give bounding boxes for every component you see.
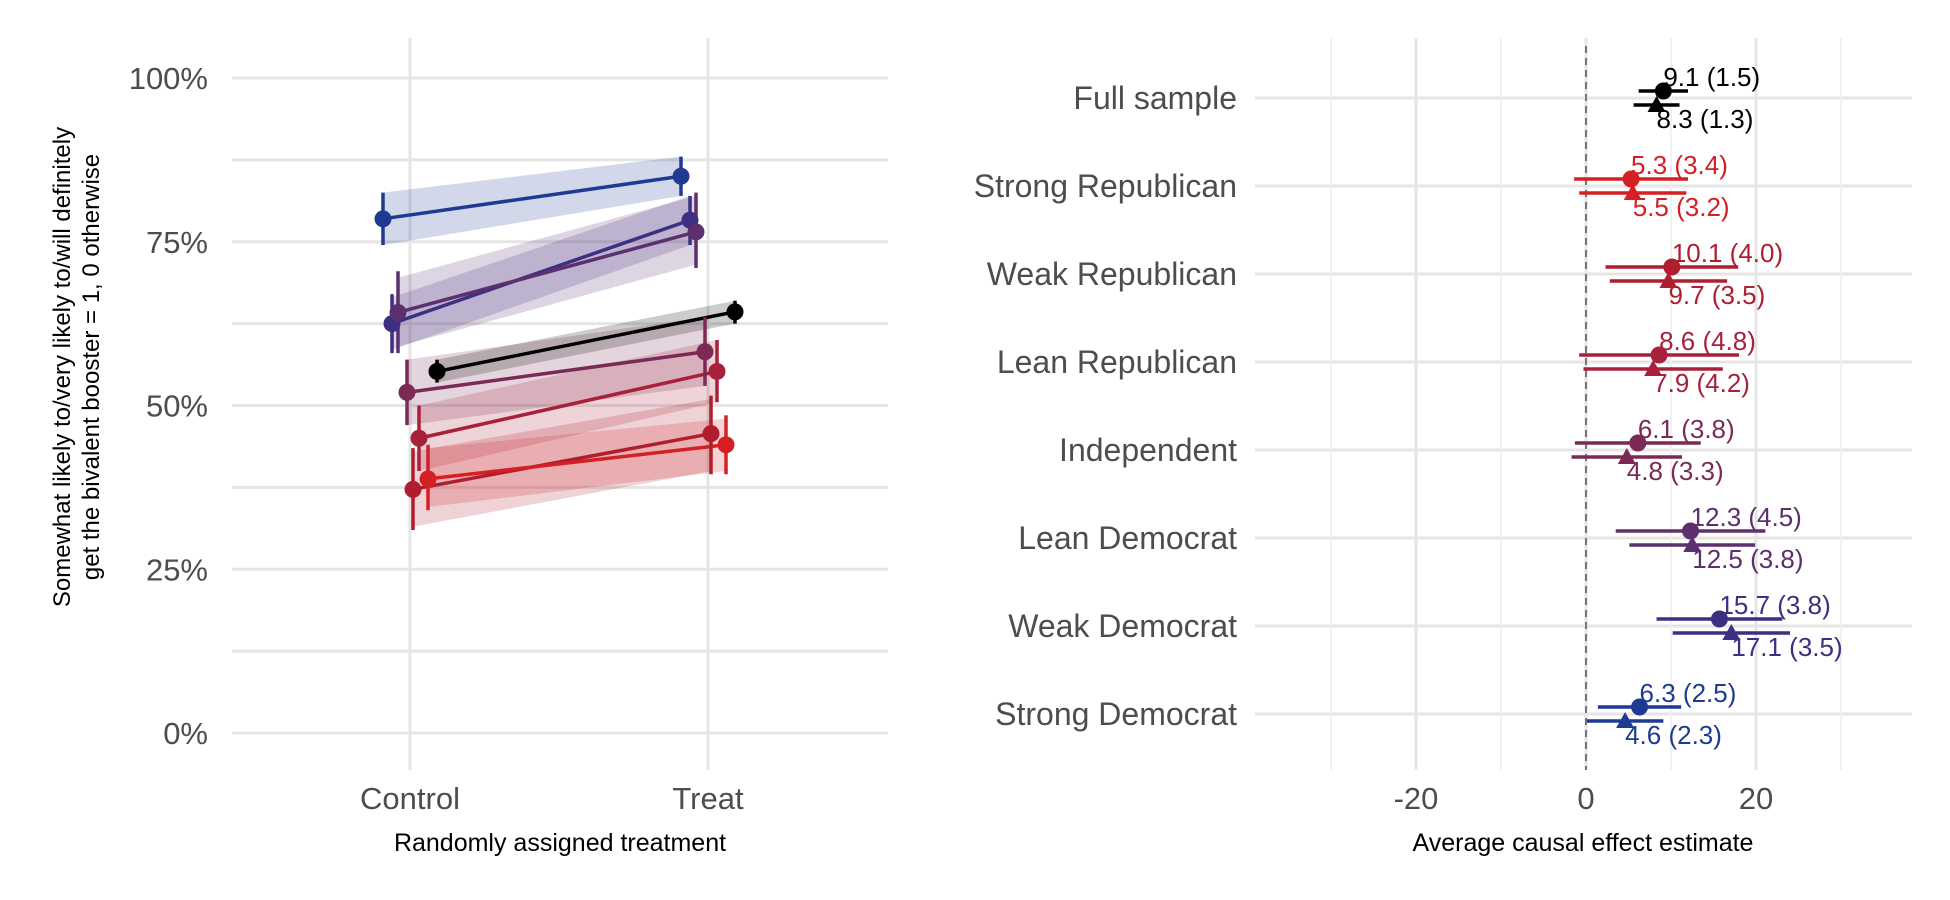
line-lean-democrat xyxy=(397,230,697,315)
point-control-weak-republican xyxy=(404,480,422,498)
estimate-label-circle-full-sample: 9.1 (1.5) xyxy=(1663,62,1760,92)
group-label-independent: Independent xyxy=(1059,432,1237,468)
left-panel-enrollment-by-treatment: 0% 25% 50% 75% 100% Control Treat Randomly as… xyxy=(49,38,888,857)
estimate-label-triangle-weak-democrat: 17.1 (3.5) xyxy=(1731,632,1842,662)
left-y-axis-title: Somewhat likely to/very likely to/will d… xyxy=(49,127,105,607)
left-y-tick-label: 75% xyxy=(146,225,208,260)
left-x-tick-label-control: Control xyxy=(360,781,460,816)
estimate-triangle-full-sample xyxy=(1647,96,1666,112)
estimate-label-circle-independent: 6.1 (3.8) xyxy=(1638,414,1735,444)
point-treat-lean-democrat xyxy=(687,223,705,241)
group-label-strong-democrat: Strong Democrat xyxy=(995,696,1237,732)
estimate-label-circle-strong-republican: 5.3 (3.4) xyxy=(1631,150,1728,180)
right-x-axis-title: Average causal effect estimate xyxy=(1413,829,1754,857)
line-lean-republican xyxy=(418,369,718,440)
line-strong-democrat xyxy=(382,174,682,221)
estimate-label-triangle-independent: 4.8 (3.3) xyxy=(1627,456,1724,486)
estimate-circle-strong-republican xyxy=(1622,170,1640,188)
point-treat-lean-republican xyxy=(708,362,726,380)
estimate-circle-lean-democrat xyxy=(1682,522,1700,540)
right-x-tick-labels: -20 0 20 xyxy=(1394,781,1774,816)
point-treat-independent xyxy=(696,343,714,361)
estimate-circle-strong-democrat xyxy=(1631,698,1649,716)
left-y-tick-label: 0% xyxy=(163,716,208,751)
point-treat-strong-republican xyxy=(717,436,735,454)
line-weak-democrat xyxy=(391,218,691,326)
line-weak-republican xyxy=(412,431,712,492)
left-points xyxy=(374,167,744,498)
ribbon-strong-democrat xyxy=(383,156,681,246)
left-x-axis-title: Randomly assigned treatment xyxy=(394,829,726,857)
estimate-label-circle-lean-republican: 8.6 (4.8) xyxy=(1659,326,1756,356)
estimate-label-circle-strong-democrat: 6.3 (2.5) xyxy=(1640,678,1737,708)
estimate-label-triangle-strong-democrat: 4.6 (2.3) xyxy=(1625,720,1722,750)
right-group-labels: Full sample Strong Republican Weak Republi… xyxy=(974,80,1237,732)
point-treat-full-sample xyxy=(726,303,744,321)
right-x-tick-label: 0 xyxy=(1577,781,1594,816)
estimate-label-circle-weak-republican: 10.1 (4.0) xyxy=(1672,238,1783,268)
estimate-label-circle-lean-democrat: 12.3 (4.5) xyxy=(1691,502,1802,532)
line-strong-republican xyxy=(427,443,727,481)
group-label-strong-republican: Strong Republican xyxy=(974,168,1237,204)
group-label-lean-democrat: Lean Democrat xyxy=(1018,520,1237,556)
estimate-triangle-weak-republican xyxy=(1659,272,1678,288)
right-panel-causal-effects: 9.1 (1.5) 8.3 (1.3) 5.3 (3.4) 5.5 (3.2) 10.1… xyxy=(974,38,1912,857)
estimate-triangle-strong-democrat xyxy=(1616,712,1635,728)
group-label-lean-republican: Lean Republican xyxy=(997,344,1237,380)
left-y-tick-labels: 0% 25% 50% 75% 100% xyxy=(129,61,208,751)
left-y-axis-title-line-2: get the bivalent booster = 1, 0 otherwis… xyxy=(78,154,105,580)
point-treat-strong-democrat xyxy=(672,167,690,185)
point-control-independent xyxy=(398,383,416,401)
estimate-circle-weak-republican xyxy=(1663,258,1681,276)
estimate-triangle-independent xyxy=(1617,448,1636,464)
left-y-tick-label: 100% xyxy=(129,61,208,96)
estimate-label-triangle-strong-republican: 5.5 (3.2) xyxy=(1633,192,1730,222)
estimate-label-triangle-full-sample: 8.3 (1.3) xyxy=(1657,104,1754,134)
group-label-weak-republican: Weak Republican xyxy=(987,256,1237,292)
point-control-strong-democrat xyxy=(374,210,392,228)
estimate-triangle-lean-democrat xyxy=(1683,536,1702,552)
line-full-sample xyxy=(436,310,736,374)
estimate-label-triangle-lean-republican: 7.9 (4.2) xyxy=(1653,368,1750,398)
point-control-lean-democrat xyxy=(389,303,407,321)
point-treat-weak-republican xyxy=(702,425,720,443)
right-estimate-markers xyxy=(1616,82,1741,728)
right-x-tick-label: -20 xyxy=(1394,781,1439,816)
point-control-lean-republican xyxy=(410,429,428,447)
estimate-label-triangle-weak-republican: 9.7 (3.5) xyxy=(1668,280,1765,310)
right-estimate-labels: 9.1 (1.5) 8.3 (1.3) 5.3 (3.4) 5.5 (3.2) 10.1… xyxy=(1625,62,1843,750)
left-y-tick-label: 25% xyxy=(146,552,208,587)
estimate-triangle-strong-republican xyxy=(1623,184,1642,200)
estimate-circle-weak-democrat xyxy=(1710,610,1728,628)
right-x-tick-label: 20 xyxy=(1739,781,1773,816)
group-label-weak-democrat: Weak Democrat xyxy=(1008,608,1237,644)
estimate-label-triangle-lean-democrat: 12.5 (3.8) xyxy=(1692,544,1803,574)
estimate-circle-full-sample xyxy=(1654,82,1672,100)
estimate-triangle-lean-republican xyxy=(1644,360,1663,376)
estimate-label-circle-weak-democrat: 15.7 (3.8) xyxy=(1719,590,1830,620)
point-control-strong-republican xyxy=(419,470,437,488)
left-x-tick-labels: Control Treat xyxy=(360,781,744,816)
left-y-axis-title-line-1: Somewhat likely to/very likely to/will d… xyxy=(49,127,76,607)
group-label-full-sample: Full sample xyxy=(1073,80,1237,116)
left-y-tick-label: 50% xyxy=(146,389,208,424)
left-x-tick-label-treat: Treat xyxy=(672,781,744,816)
estimate-triangle-weak-democrat xyxy=(1722,624,1741,640)
left-series-lines xyxy=(382,174,736,492)
estimate-circle-lean-republican xyxy=(1650,346,1668,364)
line-independent xyxy=(406,350,706,395)
estimate-circle-independent xyxy=(1629,434,1647,452)
point-control-full-sample xyxy=(428,362,446,380)
right-gridlines xyxy=(1255,38,1912,770)
